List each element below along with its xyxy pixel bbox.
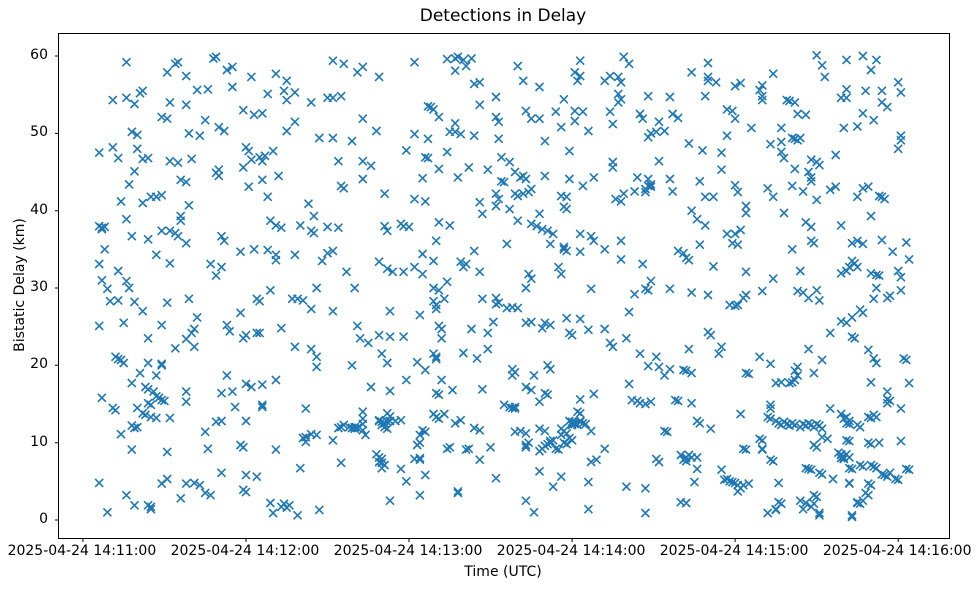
y-tick-label: 10 (30, 433, 48, 450)
x-tick-label: 2025-04-24 14:16:00 (822, 543, 972, 559)
y-tick-label: 50 (30, 124, 48, 141)
y-tick-label: 60 (30, 47, 48, 64)
x-tick-label: 2025-04-24 14:11:00 (7, 543, 157, 559)
x-tick-label: 2025-04-24 14:14:00 (496, 543, 646, 559)
x-tick-label: 2025-04-24 14:13:00 (333, 543, 483, 559)
x-tick-label: 2025-04-24 14:12:00 (170, 543, 320, 559)
y-tick-label: 40 (30, 201, 48, 218)
y-tick-label: 30 (30, 279, 48, 295)
y-tick-label: 0 (39, 510, 48, 527)
chart-title: Detections in Delay (419, 6, 587, 26)
x-axis-label: Time (UTC) (464, 564, 542, 580)
scatter-canvas (55, 50, 914, 542)
scatter-points (94, 50, 914, 522)
plot-area (55, 33, 950, 542)
axis-tick-marks (55, 55, 899, 542)
y-tick-label: 20 (30, 356, 48, 373)
x-tick-label: 2025-04-24 14:15:00 (659, 543, 809, 559)
